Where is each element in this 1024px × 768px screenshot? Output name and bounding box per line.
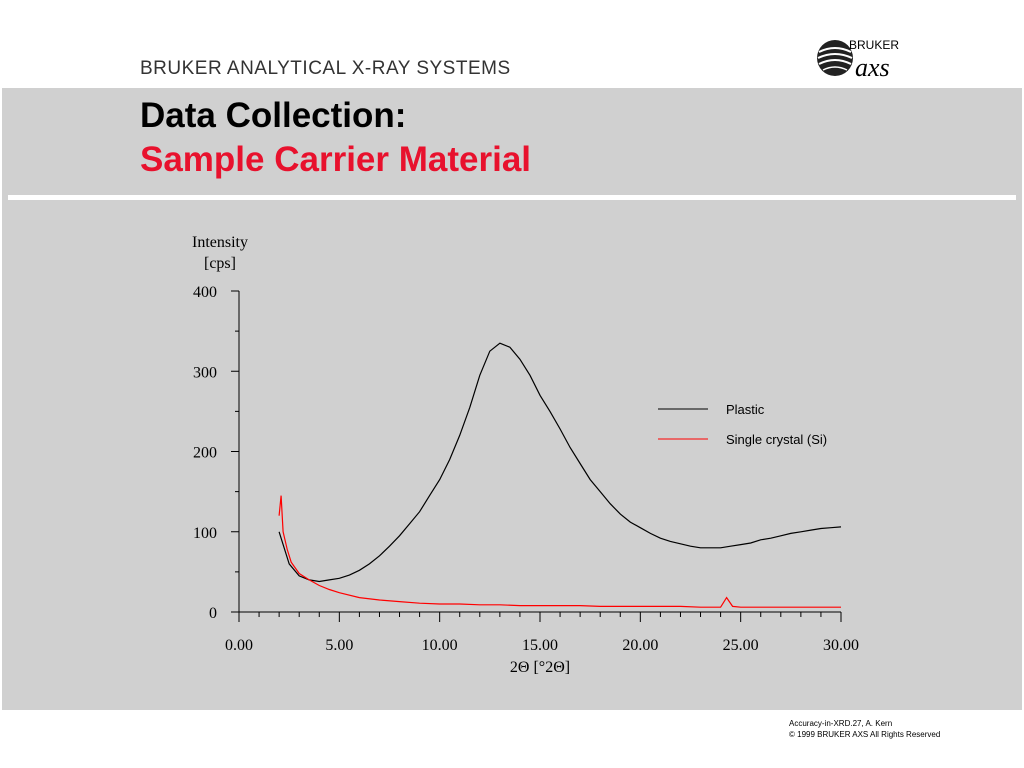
- y-tick-label: 200: [193, 445, 217, 462]
- x-tick-label: 25.00: [723, 637, 759, 654]
- title-divider: [8, 195, 1016, 200]
- logo-text-top: BRUKER: [849, 38, 899, 52]
- y-tick-label: 0: [209, 605, 217, 622]
- x-axis-label: 2Θ [°2Θ]: [510, 659, 570, 676]
- y-axis-unit: [cps]: [204, 255, 236, 272]
- footer-line-1: Accuracy-in-XRD.27, A. Kern: [789, 719, 893, 728]
- slide-subtitle: Sample Carrier Material: [140, 140, 532, 179]
- x-tick-label: 20.00: [622, 637, 658, 654]
- series-line-si: [278, 495, 841, 608]
- y-tick-label: 300: [193, 364, 217, 381]
- series-line-plastic: [278, 342, 842, 583]
- y-axis-label: Intensity: [192, 234, 248, 251]
- x-tick-label: 10.00: [422, 637, 458, 654]
- brand-header: BRUKER ANALYTICAL X-RAY SYSTEMS: [140, 58, 511, 79]
- x-tick-label: 15.00: [522, 637, 558, 654]
- y-tick-label: 100: [193, 525, 217, 542]
- bruker-axs-logo: BRUKER axs: [817, 38, 899, 80]
- slide-title: Data Collection:: [140, 96, 407, 135]
- x-tick-label: 5.00: [325, 637, 353, 654]
- footer-line-2: © 1999 BRUKER AXS All Rights Reserved: [789, 730, 941, 739]
- legend-label: Plastic: [726, 402, 765, 417]
- legend-label: Single crystal (Si): [726, 432, 827, 447]
- footer: Accuracy-in-XRD.27, A. Kern © 1999 BRUKE…: [789, 718, 940, 740]
- logo-text-bottom: axs: [855, 53, 890, 80]
- x-tick-label: 30.00: [823, 637, 859, 654]
- y-tick-label: 400: [193, 284, 217, 301]
- slide-panel: [2, 88, 1022, 710]
- logo-globe-icon: [817, 40, 853, 76]
- x-tick-label: 0.00: [225, 637, 253, 654]
